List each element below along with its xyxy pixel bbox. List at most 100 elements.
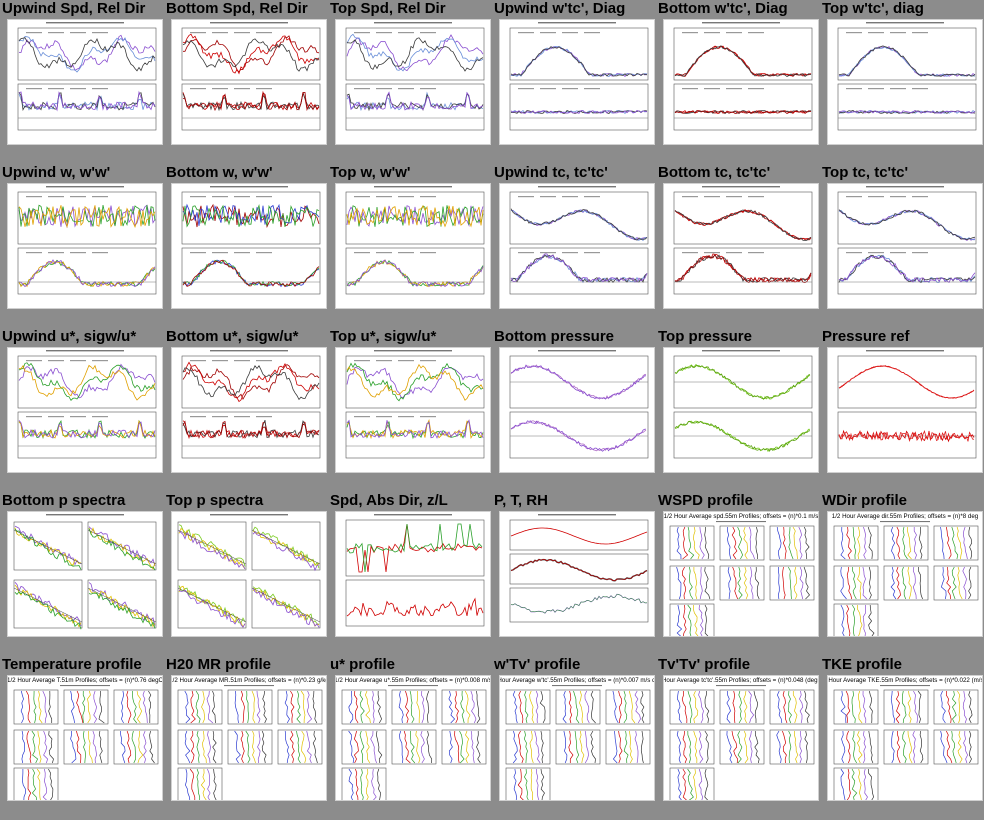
plot-thumbnail-link[interactable]: [7, 183, 163, 309]
plot-cell: Spd, Abs Dir, z/L: [328, 492, 492, 656]
plot-image: [673, 350, 813, 459]
plot-cell: H20 MR profile 1/2 Hour Average MR.51m Pr…: [164, 656, 328, 820]
plot-image: [509, 514, 649, 623]
plot-title: Upwind u*, sigw/u*: [2, 328, 137, 345]
plot-cell: TKE profile 1/2 Hour Average TKE.55m Prof…: [820, 656, 984, 820]
plot-title: Bottom Spd, Rel Dir: [166, 0, 308, 17]
plot-cell: Top u*, sigw/u*: [328, 328, 492, 492]
plot-thumbnail-link[interactable]: 1/2 Hour Average u*.55m Profiles; offset…: [335, 675, 491, 801]
plot-image: [345, 22, 485, 131]
plot-thumbnail-link[interactable]: 1/2 Hour Average w'tc'.55m Profiles; off…: [499, 675, 655, 801]
plot-thumbnail-link[interactable]: [663, 19, 819, 145]
plot-cell: Top pressure: [656, 328, 820, 492]
plot-thumbnail-link[interactable]: [335, 347, 491, 473]
plot-title: Top w'tc', diag: [822, 0, 924, 17]
plot-title: Upwind tc, tc'tc': [494, 164, 608, 181]
plot-title: P, T, RH: [494, 492, 548, 509]
plot-cell: Top Spd, Rel Dir: [328, 0, 492, 164]
plot-thumbnail-link[interactable]: [7, 511, 163, 637]
plot-cell: Upwind u*, sigw/u*: [0, 328, 164, 492]
plot-thumbnail-link[interactable]: [499, 511, 655, 637]
plot-thumbnail-link[interactable]: [335, 19, 491, 145]
plot-thumbnail-link[interactable]: [171, 183, 327, 309]
plot-image: [181, 186, 321, 295]
plot-thumbnail-link[interactable]: 1/2 Hour Average spd.55m Profiles; offse…: [663, 511, 819, 637]
plot-cell: Upwind tc, tc'tc': [492, 164, 656, 328]
plot-thumbnail-link[interactable]: [827, 347, 983, 473]
plot-title: Top w, w'w': [330, 164, 411, 181]
plot-thumbnail-link[interactable]: [499, 19, 655, 145]
plot-thumbnail-link[interactable]: 1/2 Hour Average MR.51m Profiles; offset…: [171, 675, 327, 801]
profile-header: 1/2 Hour Average dir.55m Profiles; offse…: [832, 513, 979, 520]
plot-image: 1/2 Hour Average tc'tc'.55m Profiles; of…: [664, 677, 818, 800]
plot-thumbnail-link[interactable]: [335, 511, 491, 637]
plot-thumbnail-link[interactable]: [7, 19, 163, 145]
plot-cell: Temperature profile 1/2 Hour Average T.51…: [0, 656, 164, 820]
plot-image: 1/2 Hour Average TKE.55m Profiles; offse…: [828, 677, 982, 800]
plot-title: Bottom w'tc', Diag: [658, 0, 788, 17]
plot-thumbnail-link[interactable]: 1/2 Hour Average dir.55m Profiles; offse…: [827, 511, 983, 637]
plot-cell: Top tc, tc'tc': [820, 164, 984, 328]
plot-cell: Upwind Spd, Rel Dir: [0, 0, 164, 164]
profile-header: 1/2 Hour Average MR.51m Profiles; offset…: [172, 677, 326, 684]
plot-thumbnail-link[interactable]: 1/2 Hour Average tc'tc'.55m Profiles; of…: [663, 675, 819, 801]
plot-title: Bottom w, w'w': [166, 164, 273, 181]
plot-thumbnail-link[interactable]: [171, 347, 327, 473]
profile-header: 1/2 Hour Average w'tc'.55m Profiles; off…: [500, 677, 654, 684]
plot-title: Upwind w, w'w': [2, 164, 111, 181]
plot-cell: Bottom w, w'w': [164, 164, 328, 328]
plot-cell: w'Tv' profile 1/2 Hour Average w'tc'.55m …: [492, 656, 656, 820]
plot-image: 1/2 Hour Average T.51m Profiles; offsets…: [8, 677, 162, 800]
plot-title: H20 MR profile: [166, 656, 272, 673]
plot-cell: Upwind w'tc', Diag: [492, 0, 656, 164]
plot-cell: u* profile 1/2 Hour Average u*.55m Profil…: [328, 656, 492, 820]
plot-cell: Bottom u*, sigw/u*: [164, 328, 328, 492]
plot-cell: Bottom w'tc', Diag: [656, 0, 820, 164]
plot-image: [345, 186, 485, 295]
plot-image: 1/2 Hour Average spd.55m Profiles; offse…: [664, 513, 818, 636]
plot-cell: WSPD profile 1/2 Hour Average spd.55m Pro…: [656, 492, 820, 656]
plot-cell: Top w, w'w': [328, 164, 492, 328]
plot-title: u* profile: [330, 656, 396, 673]
plot-image: 1/2 Hour Average dir.55m Profiles; offse…: [832, 513, 979, 636]
plot-title: Upwind w'tc', Diag: [494, 0, 626, 17]
plot-title: Top pressure: [658, 328, 752, 345]
plot-title: Temperature profile: [2, 656, 142, 673]
plot-title: Bottom tc, tc'tc': [658, 164, 771, 181]
plot-image: [177, 514, 321, 629]
plot-cell: Bottom pressure: [492, 328, 656, 492]
plot-thumbnail-link[interactable]: [171, 19, 327, 145]
plot-title: WDir profile: [822, 492, 907, 509]
plot-cell: WDir profile 1/2 Hour Average dir.55m Pro…: [820, 492, 984, 656]
plot-thumbnail-link[interactable]: [171, 511, 327, 637]
profile-header: 1/2 Hour Average tc'tc'.55m Profiles; of…: [664, 677, 818, 684]
plot-thumbnail-link[interactable]: [499, 347, 655, 473]
plot-thumbnail-link[interactable]: [499, 183, 655, 309]
plot-title: Top tc, tc'tc': [822, 164, 909, 181]
plot-cell: P, T, RH: [492, 492, 656, 656]
plot-image: [837, 186, 977, 295]
profile-header: 1/2 Hour Average spd.55m Profiles; offse…: [664, 513, 818, 520]
plot-image: [345, 350, 485, 459]
plot-thumbnail-link[interactable]: [827, 183, 983, 309]
plot-thumbnail-link[interactable]: 1/2 Hour Average TKE.55m Profiles; offse…: [827, 675, 983, 801]
plot-title: Top p spectra: [166, 492, 264, 509]
plot-image: [181, 22, 321, 131]
plot-cell: Bottom p spectra: [0, 492, 164, 656]
plot-image: 1/2 Hour Average MR.51m Profiles; offset…: [172, 677, 326, 800]
plot-image: [837, 22, 977, 131]
plot-thumbnail-link[interactable]: [335, 183, 491, 309]
plot-cell: Upwind w, w'w': [0, 164, 164, 328]
plot-title: Bottom pressure: [494, 328, 615, 345]
plot-cell: Bottom Spd, Rel Dir: [164, 0, 328, 164]
plot-thumbnail-link[interactable]: 1/2 Hour Average T.51m Profiles; offsets…: [7, 675, 163, 801]
plot-thumbnail-link[interactable]: [7, 347, 163, 473]
plot-thumbnail-link[interactable]: [827, 19, 983, 145]
plot-thumbnail-link[interactable]: [663, 347, 819, 473]
plot-image: [345, 514, 485, 627]
plot-thumbnail-link[interactable]: [663, 183, 819, 309]
profile-header: 1/2 Hour Average T.51m Profiles; offsets…: [8, 677, 162, 684]
plot-cell: Pressure ref: [820, 328, 984, 492]
plot-title: Spd, Abs Dir, z/L: [330, 492, 448, 509]
